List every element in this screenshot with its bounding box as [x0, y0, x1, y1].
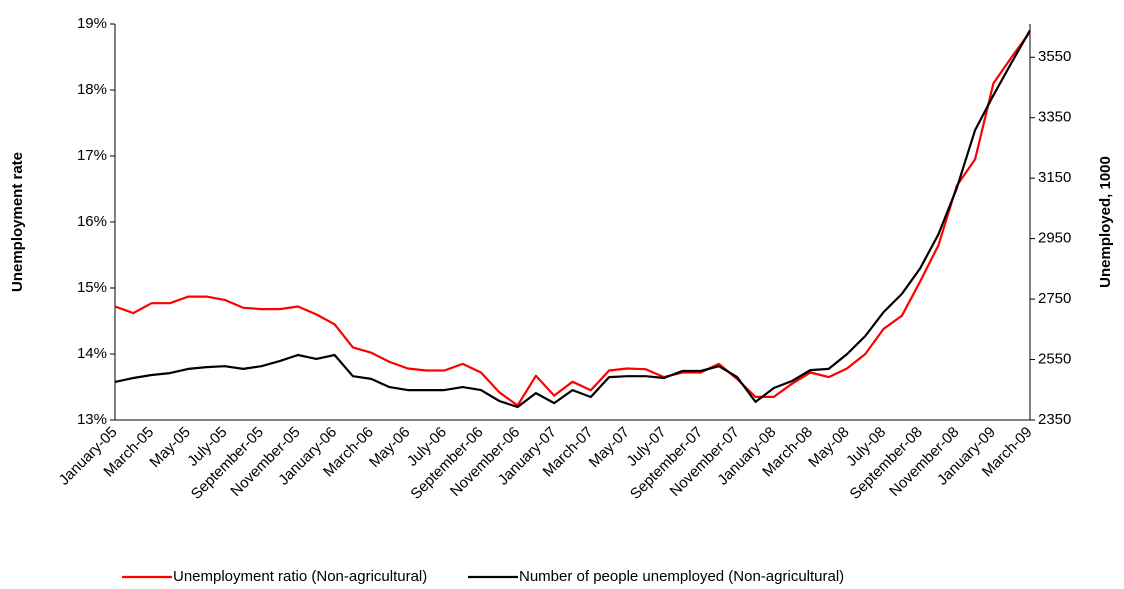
- y2-tick-label: 2950: [1038, 230, 1071, 247]
- y-tick-label: 16%: [77, 213, 107, 230]
- legend-label: Number of people unemployed (Non-agricul…: [519, 568, 844, 585]
- y2-tick-label: 3350: [1038, 109, 1071, 126]
- y-tick-label: 13%: [77, 411, 107, 428]
- series-line: [114, 31, 1031, 407]
- y2-tick-label: 2750: [1038, 290, 1071, 307]
- y2-tick-label: 2550: [1038, 351, 1071, 368]
- y2-tick-label: 3550: [1038, 48, 1071, 65]
- y-tick-label: 19%: [77, 15, 107, 32]
- series-line: [114, 29, 1031, 409]
- x-tick-label: May-06: [366, 424, 413, 471]
- y2-tick-label: 3150: [1038, 169, 1071, 186]
- y-tick-label: 18%: [77, 81, 107, 98]
- y2-axis-title: Unemployed, 1000: [1097, 156, 1114, 288]
- x-tick-label: May-07: [586, 424, 633, 471]
- y-axis-title: Unemployment rate: [9, 152, 26, 292]
- y-tick-label: 15%: [77, 279, 107, 296]
- x-tick-label: May-08: [805, 424, 852, 471]
- y-tick-label: 17%: [77, 147, 107, 164]
- legend-label: Unemployment ratio (Non-agricultural): [173, 568, 427, 585]
- y2-tick-label: 2350: [1038, 411, 1071, 428]
- x-tick-label: May-05: [146, 424, 193, 471]
- y-tick-label: 14%: [77, 345, 107, 362]
